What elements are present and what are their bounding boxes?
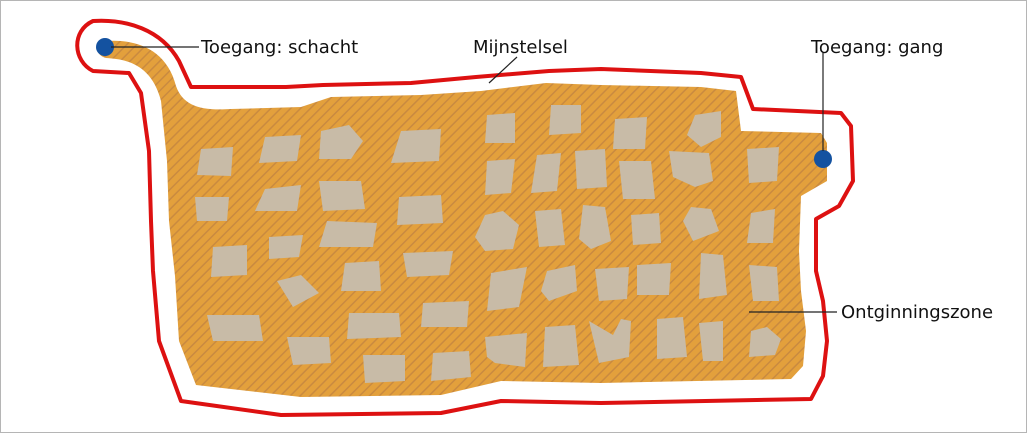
tunnel-access-label: Toegang: gang bbox=[810, 37, 943, 58]
pillar bbox=[631, 213, 661, 245]
pillar bbox=[487, 267, 527, 311]
pillar bbox=[485, 113, 515, 143]
pillar bbox=[683, 207, 719, 241]
pillar bbox=[363, 355, 405, 383]
extraction-zone-label: Ontginningszone bbox=[841, 302, 993, 323]
pillar bbox=[347, 313, 401, 339]
pillar bbox=[749, 265, 779, 301]
pillar bbox=[197, 147, 233, 176]
pillar bbox=[619, 161, 655, 199]
pillar bbox=[341, 261, 381, 291]
pillar bbox=[259, 135, 301, 163]
pillar bbox=[319, 181, 365, 211]
pillar bbox=[475, 211, 519, 251]
pillar bbox=[589, 319, 631, 363]
pillar bbox=[749, 327, 781, 357]
pillar bbox=[287, 337, 331, 365]
tunnel-access-point bbox=[814, 150, 832, 168]
shaft-access-label: Toegang: schacht bbox=[200, 37, 358, 58]
pillar bbox=[637, 263, 671, 295]
pillar bbox=[403, 251, 453, 277]
pillar bbox=[699, 253, 727, 299]
pillar bbox=[255, 185, 301, 211]
pillar bbox=[687, 111, 721, 147]
pillar bbox=[575, 149, 607, 189]
pillar bbox=[421, 301, 469, 327]
pillar bbox=[211, 245, 247, 277]
pillar bbox=[549, 105, 581, 135]
pillar bbox=[531, 153, 561, 193]
pillar bbox=[535, 209, 565, 247]
pillar bbox=[669, 151, 713, 187]
pillar bbox=[579, 205, 611, 249]
pillar bbox=[595, 267, 629, 301]
pillar bbox=[195, 197, 229, 221]
pillar bbox=[319, 125, 363, 159]
pillar bbox=[747, 147, 779, 183]
shaft-access-point bbox=[96, 38, 114, 56]
pillar bbox=[319, 221, 377, 247]
pillar bbox=[391, 129, 441, 163]
pillar bbox=[397, 195, 443, 225]
pillar bbox=[613, 117, 647, 149]
pillar bbox=[485, 333, 527, 367]
pillar bbox=[657, 317, 687, 359]
pillar bbox=[699, 321, 723, 361]
pillar bbox=[269, 235, 303, 259]
pillar bbox=[485, 159, 515, 195]
pillar-group bbox=[195, 105, 781, 383]
pillar bbox=[543, 325, 579, 367]
pillar bbox=[541, 265, 577, 301]
pillar bbox=[747, 209, 775, 243]
pillar bbox=[277, 275, 319, 307]
pillar bbox=[207, 315, 263, 341]
pillar bbox=[431, 351, 471, 381]
mine-system-label: Mijnstelsel bbox=[473, 37, 568, 58]
mine-system-leader-line bbox=[488, 56, 518, 84]
